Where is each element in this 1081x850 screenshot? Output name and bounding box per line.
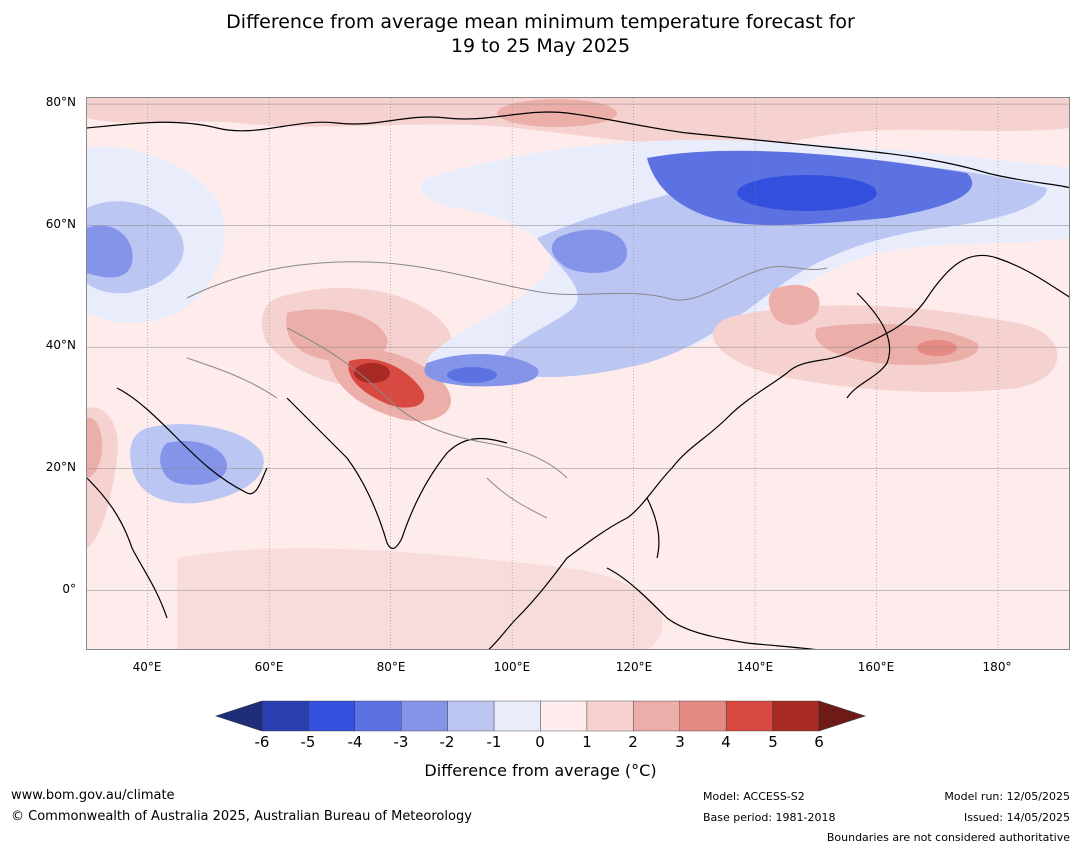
coastlines [87, 111, 1069, 649]
boundary-west [186, 357, 278, 399]
cb-tick-2: 2 [628, 733, 638, 751]
cb-tick-0: 0 [535, 733, 545, 751]
lon-label-140e: 140°E [736, 660, 774, 674]
colorbar-segment-2 [354, 700, 402, 732]
copyright-text: © Commonwealth of Australia 2025, Austra… [11, 809, 472, 824]
arctic-coast [87, 111, 1069, 189]
cb-tick-m2: -2 [439, 733, 455, 751]
tibet-warmest [354, 363, 390, 383]
africa-coast [87, 477, 168, 619]
colorbar-segment-9 [679, 700, 727, 732]
lat-label-60n: 60°N [45, 217, 76, 231]
colorbar-segments [215, 700, 866, 732]
central-asia-warm-core [286, 309, 388, 361]
colorbar-segment-10 [725, 700, 773, 732]
colorbar-segment-5 [493, 700, 541, 732]
colorbar-segment-1 [308, 700, 356, 732]
boundary-himalaya [286, 327, 568, 479]
colorbar-segment-0 [261, 700, 309, 732]
issued-text: Issued: 14/05/2025 [963, 811, 1070, 824]
title-line-1: Difference from average mean minimum tem… [226, 11, 855, 33]
model-text: Model: ACCESS-S2 [703, 790, 805, 803]
colorbar-segment-8 [633, 700, 680, 732]
philippines-coast [646, 497, 660, 559]
pacific-warmest [917, 340, 957, 356]
arabia-cool-core [160, 440, 227, 485]
website-link[interactable]: www.bom.gov.au/climate [11, 788, 175, 803]
japan-sea-warm [768, 284, 820, 326]
arctic-warm-core [497, 99, 617, 127]
gridlines [87, 98, 1069, 649]
map-panel [86, 97, 1070, 650]
cb-tick-1: 1 [582, 733, 592, 751]
colorbar-extend-high [818, 700, 866, 732]
cb-tick-m1: -1 [486, 733, 502, 751]
disclaimer-text: Boundaries are not considered authoritat… [826, 831, 1070, 844]
tarim-cool-core [447, 367, 497, 383]
tropical-warm [177, 548, 663, 649]
lon-label-180: 180° [982, 660, 1012, 674]
colorbar-label: Difference from average (°C) [424, 761, 657, 780]
siberia-cool-mid [502, 164, 1047, 378]
boundary-north [186, 261, 828, 301]
cb-tick-m6: -6 [254, 733, 270, 751]
lon-label-100e: 100°E [493, 660, 531, 674]
lon-label-40e: 40°E [132, 660, 162, 674]
chart-title: Difference from average mean minimum tem… [0, 10, 1081, 58]
colorbar-segment-6 [540, 700, 588, 732]
colorbar-segment-4 [447, 700, 495, 732]
china-coast [566, 372, 788, 559]
map-canvas [87, 98, 1069, 649]
colorbar-segment-11 [772, 700, 820, 732]
cb-tick-6: 6 [814, 733, 824, 751]
base-period-text: Base period: 1981-2018 [703, 811, 836, 824]
title-line-2: 19 to 25 May 2025 [450, 35, 631, 57]
colorbar-segment-7 [586, 700, 634, 732]
africa-warm-core [87, 417, 103, 478]
lat-label-40n: 40°N [45, 338, 76, 352]
cb-tick-3: 3 [675, 733, 685, 751]
indonesia-coast [606, 567, 817, 649]
colorbar-extend-low [215, 700, 263, 732]
mongolia-cool-core [551, 229, 627, 273]
india-coast [286, 397, 508, 550]
indochina-coast [488, 557, 568, 649]
national-boundaries [186, 261, 828, 519]
cb-tick-m4: -4 [347, 733, 363, 751]
west-cool-core [87, 225, 133, 278]
boundary-se [486, 477, 548, 519]
cb-tick-5: 5 [768, 733, 778, 751]
model-run-text: Model run: 12/05/2025 [944, 790, 1070, 803]
cb-tick-m5: -5 [300, 733, 316, 751]
lat-label-0: 0° [62, 582, 76, 596]
lon-label-60e: 60°E [254, 660, 284, 674]
japan-coast [846, 292, 891, 399]
cb-tick-4: 4 [721, 733, 731, 751]
lon-label-120e: 120°E [615, 660, 653, 674]
lat-label-20n: 20°N [45, 460, 76, 474]
lon-label-160e: 160°E [857, 660, 895, 674]
colorbar-segment-3 [401, 700, 448, 732]
cb-tick-m3: -3 [393, 733, 409, 751]
siberia-coldest [737, 175, 877, 211]
lon-label-80e: 80°E [376, 660, 406, 674]
arabia-coast [116, 387, 268, 495]
east-asia-coast [786, 254, 1069, 374]
lat-label-80n: 80°N [45, 95, 76, 109]
